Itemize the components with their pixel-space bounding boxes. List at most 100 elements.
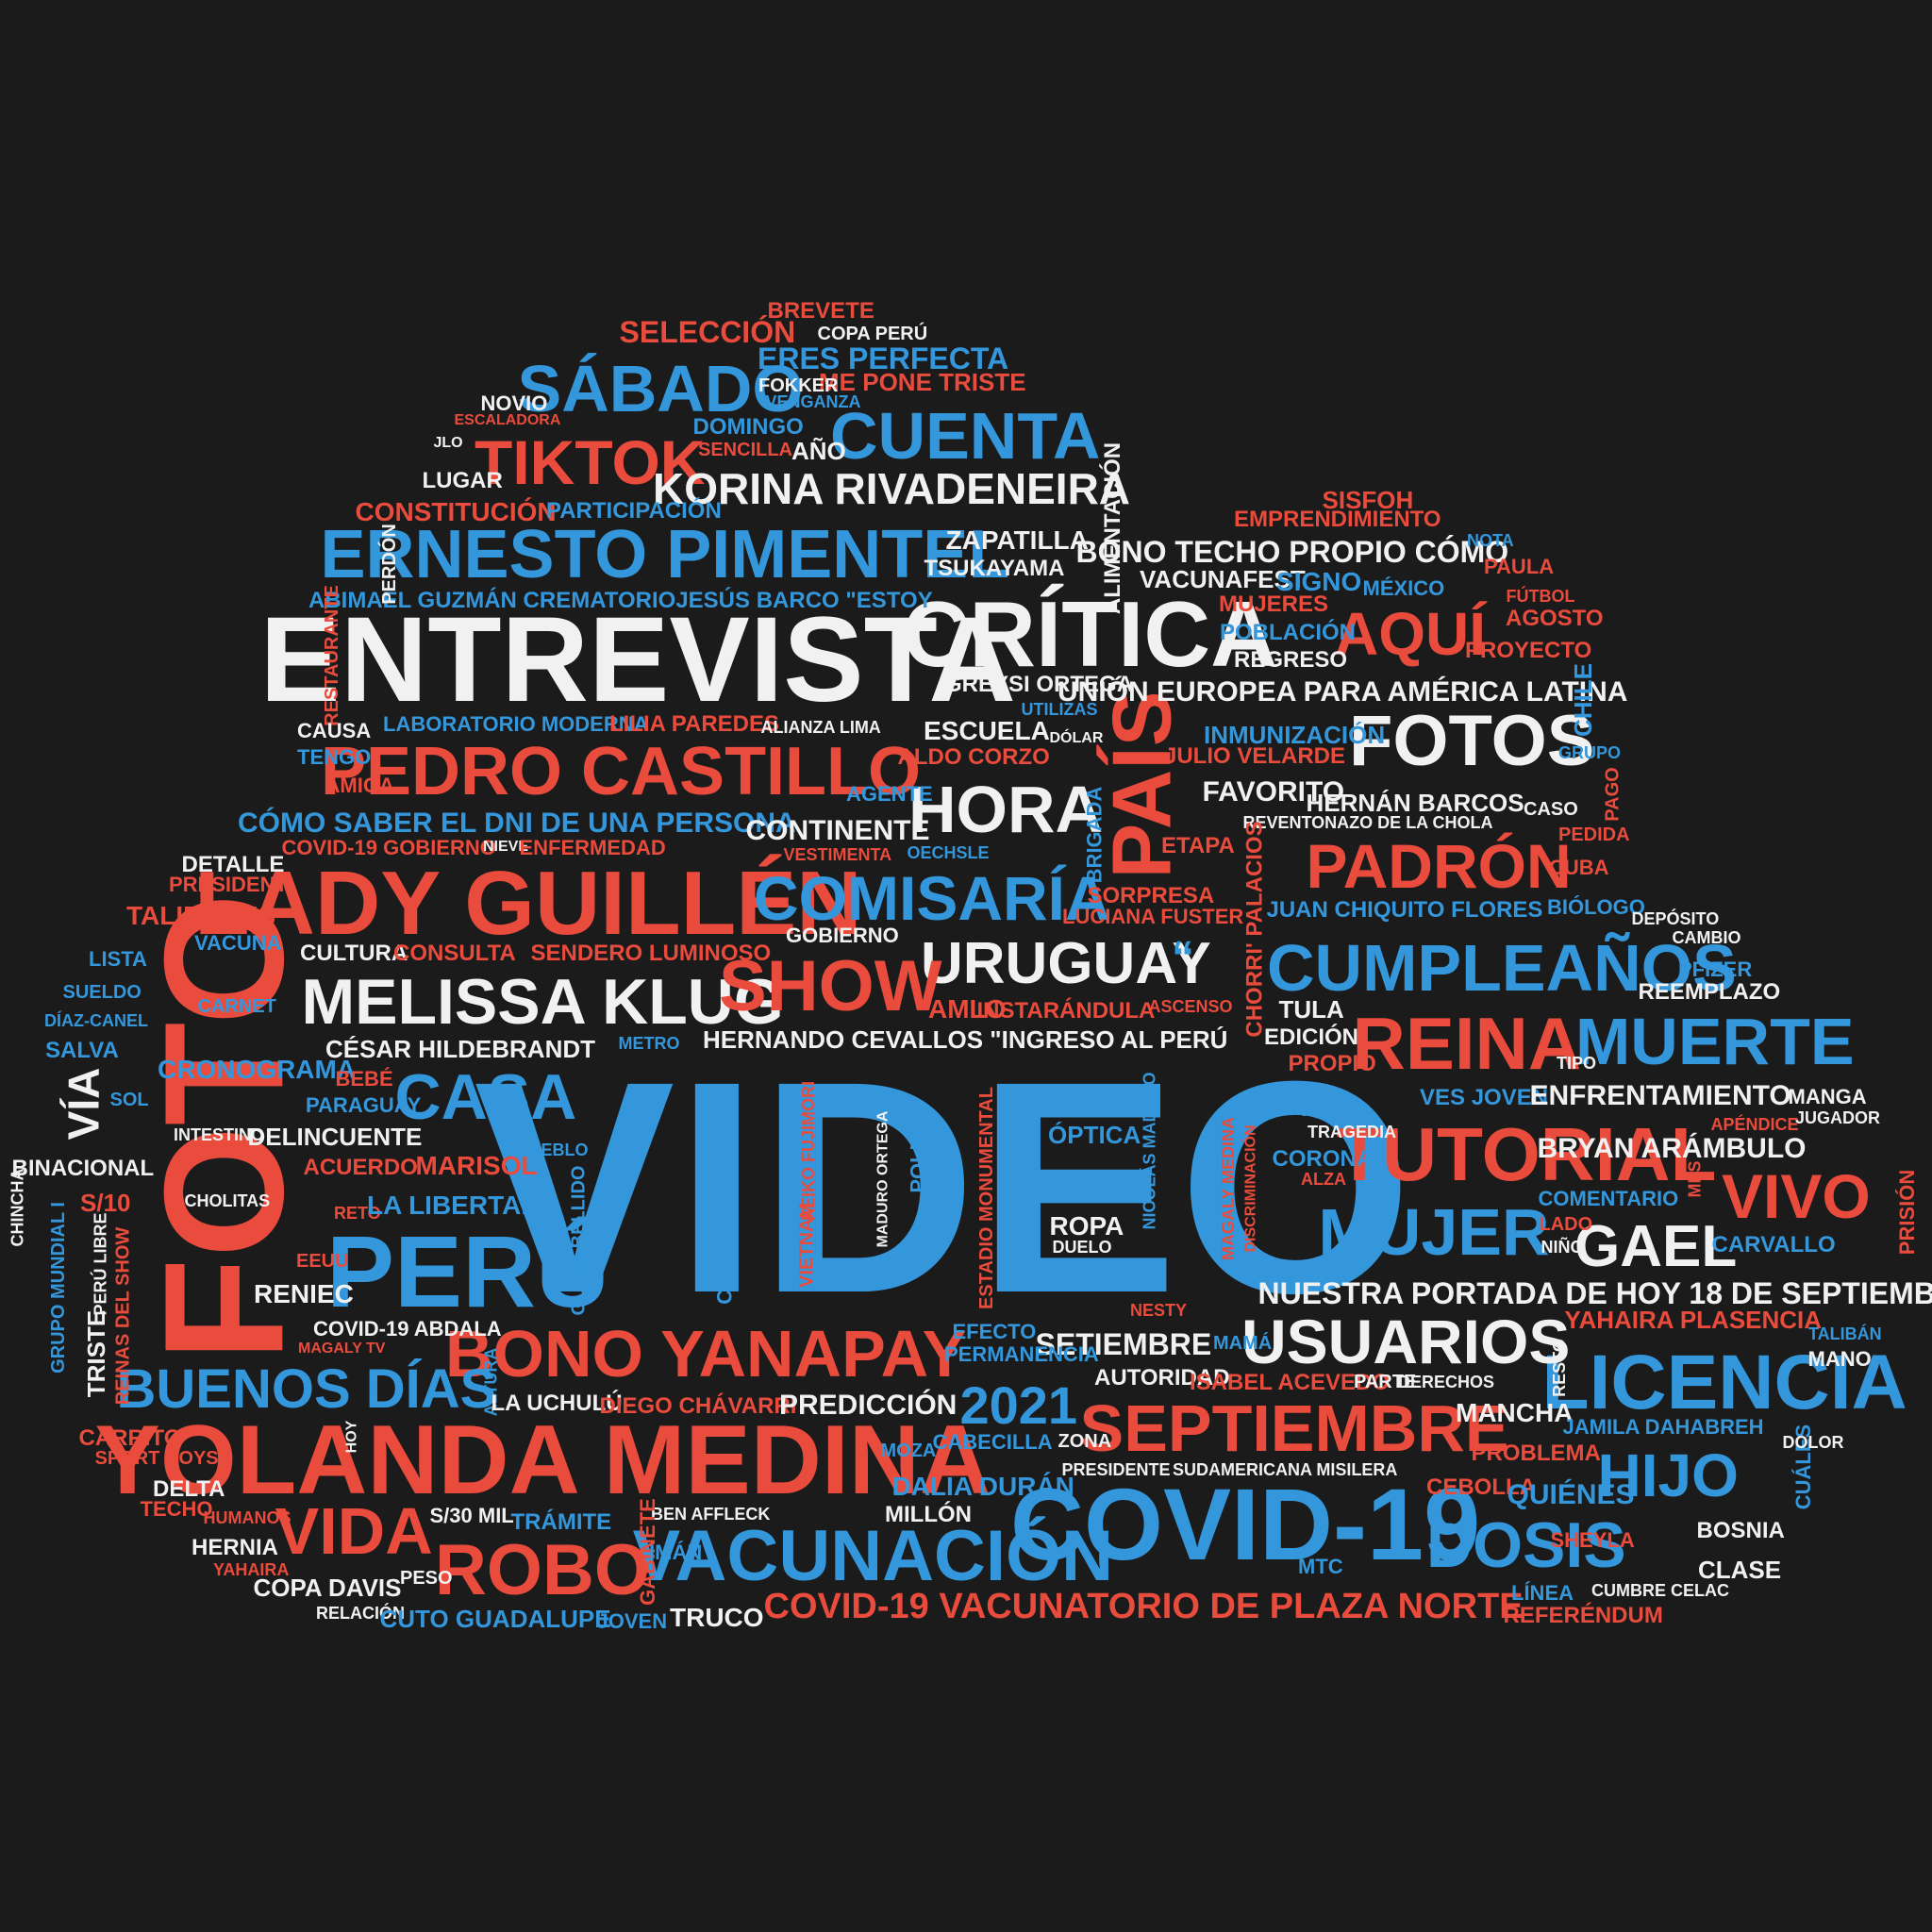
word-reinasshow: REINAS DEL SHOW [111, 1226, 133, 1406]
word-continente: CONTINENTE [745, 815, 930, 846]
word-sol: SOL [109, 1090, 149, 1110]
word-enfermedad: ENFERMEDAD [519, 836, 666, 859]
word-apendice: APÉNDICE [1710, 1115, 1799, 1134]
word-magalytv: MAGALY TV [298, 1341, 386, 1357]
word-emprend: EMPRENDIMIENTO [1234, 507, 1441, 532]
word-salva: SALVA [45, 1038, 119, 1063]
word-pfizer: PFIZER [1678, 958, 1753, 981]
word-millon: MILLÓN [885, 1502, 972, 1527]
word-copaperu: COPA PERÚ [817, 324, 928, 344]
word-comentario: COMENTARIO [1538, 1187, 1679, 1210]
word-magaly: MAGALY MEDINA [1219, 1116, 1239, 1261]
word-prediccion: PREDICCIÓN [779, 1390, 958, 1421]
word-alianza: ALIANZA LIMA [760, 718, 881, 737]
word-cebolla: CEBOLLA [1426, 1474, 1536, 1500]
word-alza: ALZA [1301, 1170, 1346, 1189]
word-cabecilla: CABECILLA [932, 1430, 1053, 1454]
word-pedida: PEDIDA [1558, 824, 1630, 845]
word-humanos: HUMANOS [203, 1508, 291, 1527]
word-fotos: FOTOS [1349, 701, 1595, 781]
word-manga: MANGA [1788, 1085, 1867, 1108]
word-detalle: DETALLE [181, 852, 285, 877]
word-yahaira2: YAHAIRA [213, 1560, 290, 1579]
word-bebe: BEBÉ [335, 1067, 393, 1091]
word-mama: MAMÁ [1213, 1333, 1273, 1354]
word-metro: METRO [618, 1034, 680, 1053]
word-bosnia: BOSNIA [1696, 1518, 1785, 1543]
word-benaffleck: BEN AFFLECK [651, 1505, 771, 1524]
word-nino: NIÑO [1541, 1238, 1584, 1257]
word-cesar: CÉSAR HILDEBRANDT [325, 1035, 595, 1063]
word-restaurante: RESTAURANTE [321, 585, 342, 726]
word-delta: DELTA [153, 1476, 225, 1502]
word-covid19: COVID-19 [1010, 1467, 1481, 1581]
word-tengo: TENGO [297, 745, 372, 769]
word-vacunafest: VACUNAFEST [1140, 565, 1306, 593]
word-nieve: NIEVE [483, 839, 529, 855]
word-tipo: TIPO [1557, 1054, 1597, 1073]
word-dosis: DOSIS [1426, 1509, 1626, 1581]
word-nesty: NESTY [1130, 1301, 1188, 1320]
word-tiktok: TIKTOK [475, 427, 706, 497]
word-perulibre: PERÚ LIBRE [91, 1212, 110, 1316]
word-keiko: KEIKO FUJIMORI [799, 1080, 819, 1222]
word-sheyla: SHEYLA [1550, 1528, 1635, 1552]
word-reto: RETO [334, 1204, 381, 1223]
word-regreso: REGRESO [1234, 647, 1348, 673]
word-muerte: MUERTE [1575, 1005, 1855, 1078]
word-utilizas: UTILIZAS [1021, 700, 1098, 719]
word-vesjoven: VES JOVEN [1420, 1085, 1549, 1110]
word-quienes: QUIÉNES [1507, 1479, 1635, 1510]
word-sendero: SENDERO LUMINOSO [530, 941, 772, 966]
word-optica: ÓPTICA [1048, 1121, 1141, 1149]
word-paraguay: PARAGUAY [306, 1093, 422, 1117]
word-deposito: DEPÓSITO [1631, 909, 1720, 928]
word-moza: MOZA [880, 1441, 937, 1461]
word-zapatilla: ZAPATILLA [945, 525, 1089, 555]
word-eres: ERES PERFECTA [758, 341, 1009, 375]
word-entrevista: ENTREVISTA [259, 592, 1016, 727]
word-greysi: GREYSI ORTEGA [944, 672, 1134, 697]
word-lalibertad: LA LIBERTAD [367, 1191, 541, 1220]
word-reemplazo: REEMPLAZO [1638, 979, 1781, 1005]
word-edicion: EDICIÓN [1264, 1024, 1359, 1050]
word-hijo: HIJO [1597, 1441, 1739, 1509]
word-pueblo: PUEBLO [517, 1141, 589, 1159]
word-etapa: ETAPA [1161, 833, 1235, 858]
word-ernesto: ERNESTO PIMENTEL [320, 517, 1010, 592]
word-abimael: ABIMAEL GUZMÁN CREMATORIOJESÚS BARCO "ES… [308, 588, 933, 613]
word-ascenso: ASCENSO [1148, 997, 1233, 1016]
word-consulta: CONSULTA [393, 941, 516, 966]
word-juanch: JUAN CHIQUITO FLORES [1266, 897, 1543, 923]
word-autoridad: AUTORIDAD [1094, 1365, 1230, 1391]
word-tula: TULA [1278, 995, 1344, 1024]
word-vacunacion: VACUNACIÓN [632, 1516, 1113, 1596]
word-tutorial: TUTORIAL [1336, 1112, 1717, 1196]
word-novio: NOVIO [480, 391, 548, 415]
word-s30mil: S/30 MIL [429, 1504, 514, 1527]
word-mujeres: MUJERES [1219, 591, 1329, 617]
word-carrito: CARRITO [78, 1425, 182, 1451]
word-amiga: AMIGA [325, 774, 394, 797]
word-carnet: CARNET [197, 996, 276, 1017]
word-melissa: MELISSA KLUG [301, 966, 784, 1038]
word-cumbre: CUMBRE CELAC [1591, 1581, 1729, 1600]
word-mujer: MUJER [1318, 1195, 1550, 1269]
word-licencia: LICENCIA [1541, 1340, 1907, 1425]
word-diazcanel: DÍAZ-CANEL [44, 1011, 148, 1030]
word-tragedia: TRAGEDIA [1307, 1123, 1396, 1141]
word-permanencia: PERMANENCIA [944, 1342, 1099, 1366]
word-brigada: BRIGADA [1081, 786, 1106, 884]
word-reniec: RENIEC [254, 1279, 354, 1308]
word-escuela: ESCUELA [924, 716, 1050, 745]
word-eeuu: EEUU [296, 1251, 349, 1272]
word-reina: REINA [1352, 1002, 1582, 1085]
word-dolor: DOLOR [1782, 1433, 1844, 1452]
word-critica: CRÍTICA [902, 582, 1277, 686]
word-luciana: LUCIANA FUSTER [1062, 905, 1244, 928]
word-participacion: PARTICIPACIÓN [546, 498, 722, 524]
word-gobierno: GOBIERNO [786, 924, 899, 947]
word-bonotecho: BONO TECHO PROPIO CÓMO [1075, 535, 1509, 569]
word-isabel: ISABEL ACEVEDO [1190, 1370, 1391, 1395]
word-prision: PRISIÓN [1895, 1169, 1920, 1256]
